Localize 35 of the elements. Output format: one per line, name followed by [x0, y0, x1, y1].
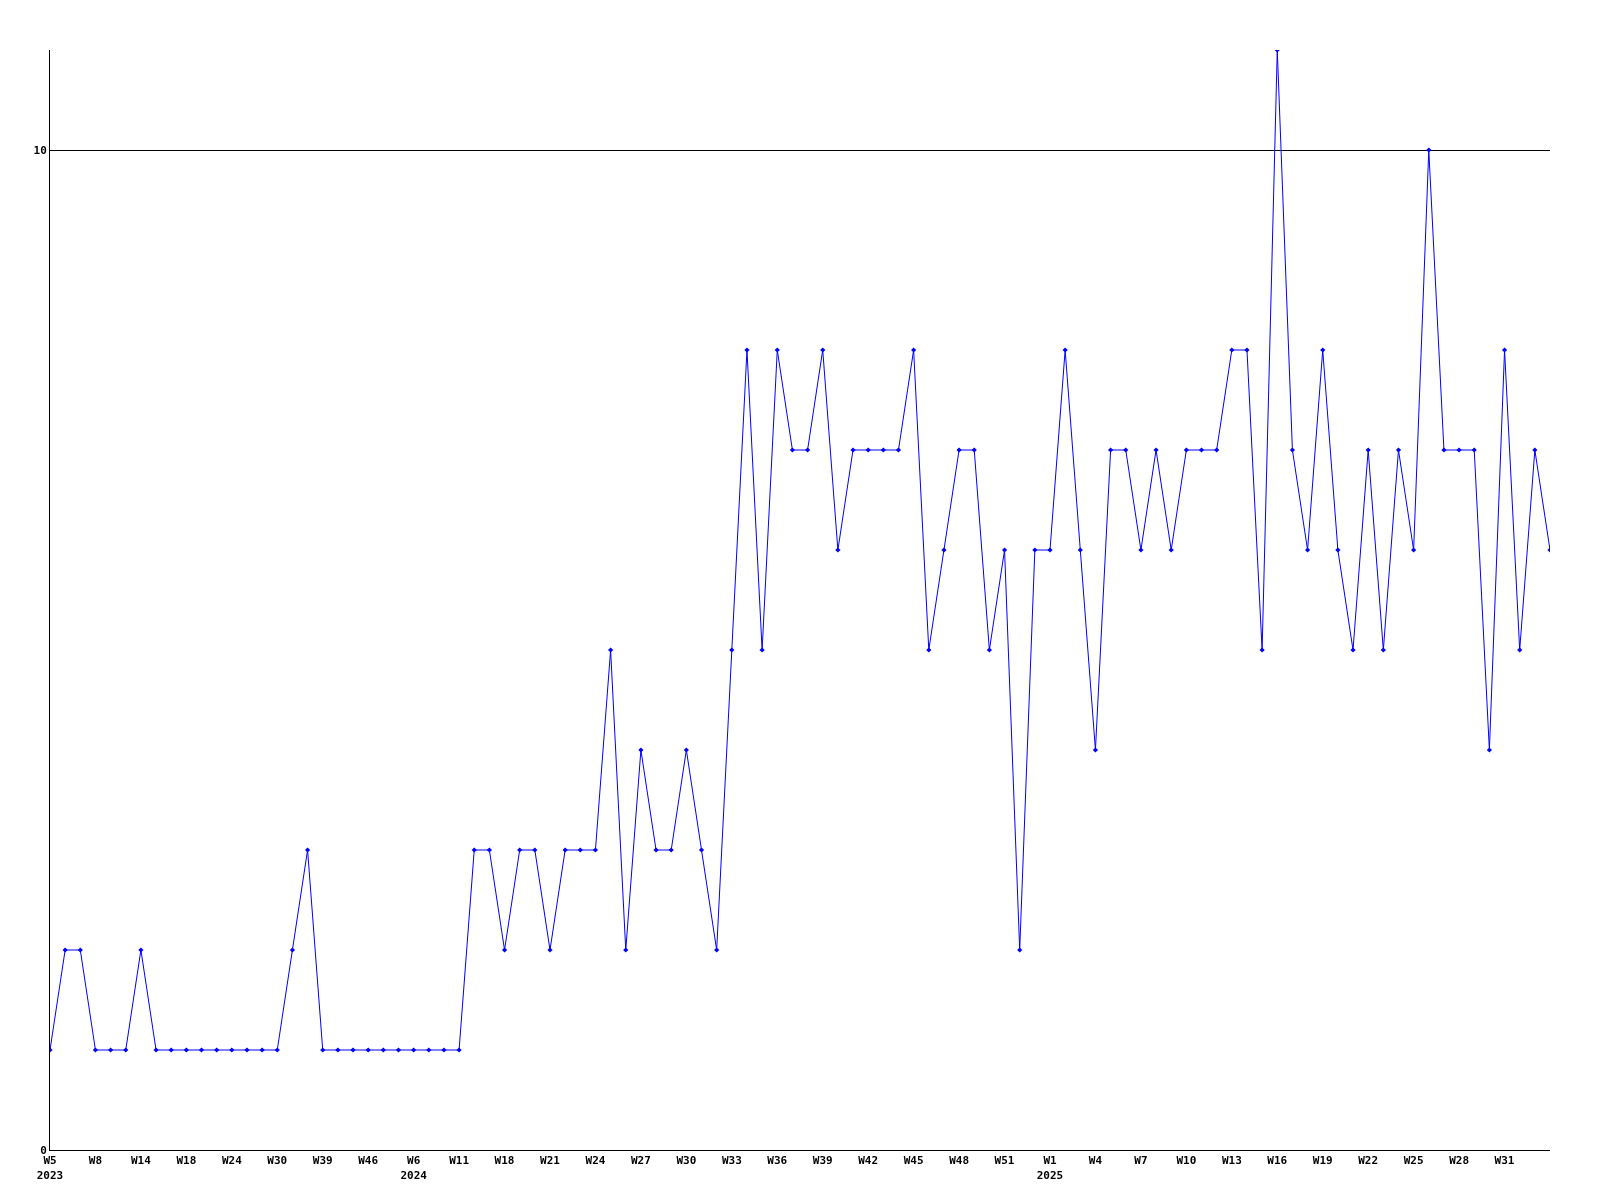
x-tick-label: W6 2024 [400, 1154, 428, 1182]
y-tick-label: 10 [33, 143, 47, 157]
x-tick-label: W42 [858, 1154, 879, 1168]
x-tick-label: W25 [1403, 1154, 1424, 1168]
x-tick-label: W1 2025 [1036, 1154, 1064, 1182]
x-tick-label: W31 [1494, 1154, 1515, 1168]
y-tick-label: 0 [40, 1143, 47, 1157]
x-tick-label: W30 [676, 1154, 697, 1168]
x-tick-label: W5 2023 [36, 1154, 64, 1182]
x-tick-label: W24 [585, 1154, 606, 1168]
x-tick-label: W33 [721, 1154, 742, 1168]
x-tick-label: W48 [949, 1154, 970, 1168]
x-tick-label: W18 [176, 1154, 197, 1168]
x-tick-label: W36 [767, 1154, 788, 1168]
x-tick-label: W21 [540, 1154, 561, 1168]
x-tick-label: W30 [267, 1154, 288, 1168]
x-tick-label: W27 [630, 1154, 651, 1168]
x-tick-label: W24 [221, 1154, 243, 1168]
x-tick-label: W8 [88, 1154, 103, 1168]
x-tick-label: W13 [1221, 1154, 1242, 1168]
x-tick-label: W28 [1449, 1154, 1470, 1168]
x-tick-label: W19 [1312, 1154, 1333, 1168]
x-tick-label: W45 [903, 1154, 924, 1168]
x-tick-label: W7 [1134, 1154, 1148, 1168]
x-tick-label: W22 [1358, 1154, 1379, 1168]
x-tick-label: W14 [130, 1154, 152, 1168]
x-tick-label: W16 [1267, 1154, 1288, 1168]
x-tick-label: W10 [1176, 1154, 1197, 1168]
x-tick-label: W51 [994, 1154, 1015, 1168]
x-tick-label: W4 [1088, 1154, 1103, 1168]
x-tick-label: W39 [812, 1154, 833, 1168]
x-tick-label: W18 [494, 1154, 515, 1168]
x-tick-label: W39 [312, 1154, 333, 1168]
x-tick-label: W11 [449, 1154, 470, 1168]
x-tick-label: W46 [358, 1154, 379, 1168]
